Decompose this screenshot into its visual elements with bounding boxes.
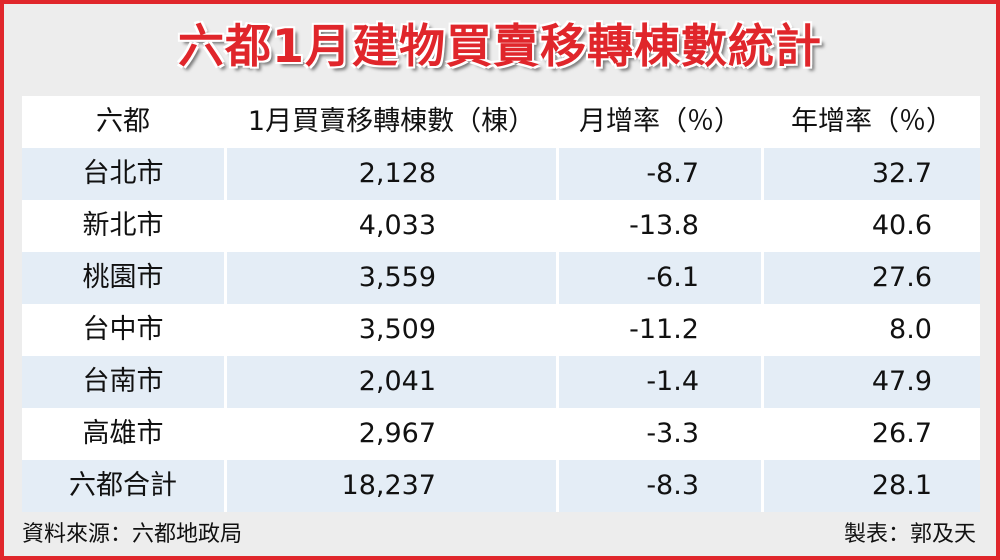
column-header: 年增率（％） — [791, 106, 953, 137]
table-cell: 47.9 — [871, 366, 932, 397]
table-cell: 26.7 — [871, 418, 932, 449]
table-cell: 27.6 — [871, 262, 932, 293]
table-cell: 2,041 — [227, 356, 559, 408]
table-row: 六都合計 18,237 -8.3 28.1 — [22, 460, 980, 512]
table-cell: 新北市 — [22, 200, 227, 252]
table-cell: -8.7 — [559, 148, 764, 200]
table-cell: 2,128 — [227, 148, 559, 200]
table-cell: -3.3 — [559, 408, 764, 460]
table-row: 高雄市 2,967 -3.3 26.7 — [22, 408, 980, 460]
table-row: 台北市 2,128 -8.7 32.7 — [22, 148, 980, 200]
table-cell: -8.3 — [559, 460, 764, 512]
source: 資料來源：六都地政局 — [22, 522, 243, 547]
table-cell: 台南市 — [22, 356, 227, 408]
table-cell: 台北市 — [22, 148, 227, 200]
table-row: 台中市 3,509 -11.2 8.0 — [22, 304, 980, 356]
table-cell: 4,033 — [227, 200, 559, 252]
author: 製表：郭及天 — [843, 522, 976, 547]
table-cell: 桃園市 — [22, 252, 227, 304]
column-header: 1月買賣移轉棟數（棟） — [227, 96, 559, 148]
table-cell: -1.4 — [559, 356, 764, 408]
table-row: 台南市 2,041 -1.4 47.9 — [22, 356, 980, 408]
table-row: 桃園市 3,559 -6.1 27.6 — [22, 252, 980, 304]
table-cell: 40.6 — [871, 210, 932, 241]
table-cell: 28.1 — [871, 470, 932, 501]
table-cell: 8.0 — [889, 314, 932, 345]
table-cell: -13.8 — [559, 200, 764, 252]
table-cell: 2,967 — [227, 408, 559, 460]
table: 六都 1月買賣移轉棟數（棟） 月增率（％） 年增率（％） 台北市 2,128 -8.7 32.… — [22, 96, 980, 512]
table-cell: -6.1 — [559, 252, 764, 304]
table-cell: 六都合計 — [22, 460, 227, 512]
table-cell: -11.2 — [559, 304, 764, 356]
title: 六都1月建物買賣移轉棟數統計 — [177, 19, 822, 73]
column-header: 月增率（％） — [559, 96, 764, 148]
table-cell: 18,237 — [227, 460, 559, 512]
header-row: 六都 1月買賣移轉棟數（棟） 月增率（％） 年增率（％） — [22, 96, 980, 148]
table-cell: 高雄市 — [22, 408, 227, 460]
column-header: 六都 — [22, 96, 227, 148]
table-cell: 3,559 — [227, 252, 559, 304]
table-cell: 台中市 — [22, 304, 227, 356]
table-cell: 32.7 — [871, 158, 932, 189]
table-row: 新北市 4,033 -13.8 40.6 — [22, 200, 980, 252]
table-cell: 3,509 — [227, 304, 559, 356]
